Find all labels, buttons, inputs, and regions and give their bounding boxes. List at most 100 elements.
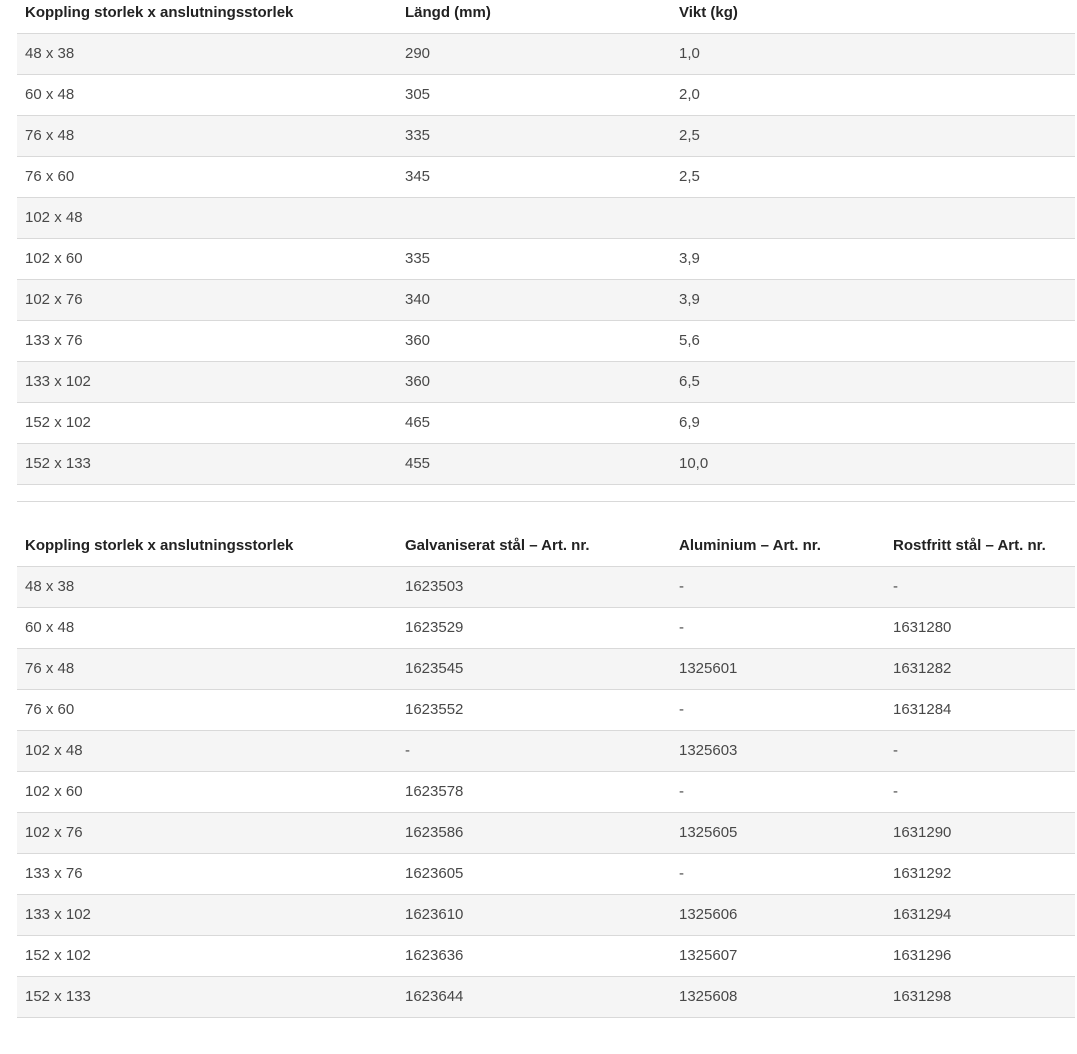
table-row: 102 x 48-1325603- [17, 730, 1075, 772]
table-row: 60 x 48 305 2,0 [17, 74, 1075, 116]
table-cell: 152 x 133 [17, 976, 397, 1018]
table-cell: 345 [397, 156, 671, 198]
table-cell: 1325608 [671, 976, 885, 1018]
table-row: 133 x 76 1623605-1631292 [17, 853, 1075, 895]
dimensions-table-header-row: Koppling storlek x anslutningsstorlek Län… [17, 0, 1075, 34]
table-row: 102 x 76 1623586 1325605 1631290 [17, 812, 1075, 854]
table-cell [671, 197, 1075, 239]
table-cell: 335 [397, 115, 671, 157]
table-cell: 1623636 [397, 935, 671, 977]
table-cell: - [671, 771, 885, 813]
column-header: Koppling storlek x anslutningsstorlek [17, 0, 397, 34]
table-cell: 465 [397, 402, 671, 444]
table-cell: - [885, 730, 1075, 772]
table-row: 133 x 102 360 6,5 [17, 361, 1075, 403]
table-cell: 152 x 133 [17, 443, 397, 485]
table-cell: 1623610 [397, 894, 671, 936]
article-numbers-table-body: 48 x 38 1623503- -60 x 48 1623529-1631280 76… [17, 566, 1075, 1018]
table-cell: 48 x 38 [17, 33, 397, 75]
table-row [17, 484, 1075, 502]
table-cell: - [671, 566, 885, 608]
table-cell [397, 484, 671, 502]
table-cell: 2,5 [671, 156, 1075, 198]
table-cell: 1623545 [397, 648, 671, 690]
table-cell: - [671, 853, 885, 895]
column-header: Galvaniserat stål – Art. nr. [397, 525, 671, 567]
table-cell: 1631294 [885, 894, 1075, 936]
table-cell: 133 x 76 [17, 320, 397, 362]
table-cell: 360 [397, 361, 671, 403]
table-cell: 60 x 48 [17, 607, 397, 649]
table-cell: 1631284 [885, 689, 1075, 731]
table-cell: 5,6 [671, 320, 1075, 362]
table-cell: 102 x 76 [17, 279, 397, 321]
column-header: Aluminium – Art. nr. [671, 525, 885, 567]
table-cell: 76 x 60 [17, 156, 397, 198]
table-cell: 2,5 [671, 115, 1075, 157]
table-cell: 102 x 60 [17, 238, 397, 280]
table-cell: 1631282 [885, 648, 1075, 690]
table-row: 48 x 38 1623503- - [17, 566, 1075, 608]
table-row: 152 x 133 1623644 1325608 1631298 [17, 976, 1075, 1018]
article-numbers-table-header-row: Koppling storlek x anslutningsstorlek Gal… [17, 525, 1075, 567]
table-cell: - [671, 607, 885, 649]
table-cell: - [885, 771, 1075, 813]
table-cell: 1631298 [885, 976, 1075, 1018]
table-cell: 290 [397, 33, 671, 75]
table-cell: 1631290 [885, 812, 1075, 854]
table-cell: 335 [397, 238, 671, 280]
table-cell: 1623552 [397, 689, 671, 731]
table-cell: 102 x 48 [17, 197, 397, 239]
table-cell: 340 [397, 279, 671, 321]
column-header: Vikt (kg) [671, 0, 1075, 34]
table-cell: 102 x 76 [17, 812, 397, 854]
table-cell: 1623586 [397, 812, 671, 854]
table-cell: 48 x 38 [17, 566, 397, 608]
table-cell: 1325601 [671, 648, 885, 690]
table-row: 102 x 76 340 3,9 [17, 279, 1075, 321]
table-cell: - [671, 689, 885, 731]
table-cell: 305 [397, 74, 671, 116]
dimensions-table-body: 48 x 38 290 1,0 60 x 48 305 2,0 76 x 48 335 2,5 7… [17, 33, 1075, 502]
table-cell: 102 x 48 [17, 730, 397, 772]
table-cell: 76 x 48 [17, 648, 397, 690]
table-row: 152 x 133 455 10,0 [17, 443, 1075, 485]
table-cell: 133 x 102 [17, 894, 397, 936]
table-cell: 76 x 48 [17, 115, 397, 157]
table-cell: 1623503 [397, 566, 671, 608]
table-row: 102 x 60 1623578- - [17, 771, 1075, 813]
table-row: 102 x 48 [17, 197, 1075, 239]
table-cell: 1325605 [671, 812, 885, 854]
article-numbers-table: Koppling storlek x anslutningsstorlek Gal… [17, 525, 1075, 1018]
table-row: 76 x 60 345 2,5 [17, 156, 1075, 198]
table-cell: 3,9 [671, 279, 1075, 321]
table-row: 133 x 76 360 5,6 [17, 320, 1075, 362]
table-cell [17, 484, 397, 502]
table-cell: 3,9 [671, 238, 1075, 280]
table-cell: 1,0 [671, 33, 1075, 75]
table-cell: - [397, 730, 671, 772]
table-cell: 133 x 102 [17, 361, 397, 403]
table-cell: 360 [397, 320, 671, 362]
table-cell: 1631292 [885, 853, 1075, 895]
table-row: 60 x 48 1623529-1631280 [17, 607, 1075, 649]
table-cell: 1623605 [397, 853, 671, 895]
table-cell: 6,5 [671, 361, 1075, 403]
table-row: 76 x 48 335 2,5 [17, 115, 1075, 157]
table-cell: 1623578 [397, 771, 671, 813]
table-row: 76 x 60 1623552-1631284 [17, 689, 1075, 731]
table-cell: 133 x 76 [17, 853, 397, 895]
table-cell: 152 x 102 [17, 935, 397, 977]
table-cell: 10,0 [671, 443, 1075, 485]
table-cell: 6,9 [671, 402, 1075, 444]
table-cell [397, 197, 671, 239]
table-cell: 76 x 60 [17, 689, 397, 731]
table-cell: 1623644 [397, 976, 671, 1018]
column-header: Koppling storlek x anslutningsstorlek [17, 525, 397, 567]
table-cell: 455 [397, 443, 671, 485]
table-cell: 102 x 60 [17, 771, 397, 813]
table-cell: 60 x 48 [17, 74, 397, 116]
table-cell: 1631280 [885, 607, 1075, 649]
table-row: 152 x 102 1623636 1325607 1631296 [17, 935, 1075, 977]
